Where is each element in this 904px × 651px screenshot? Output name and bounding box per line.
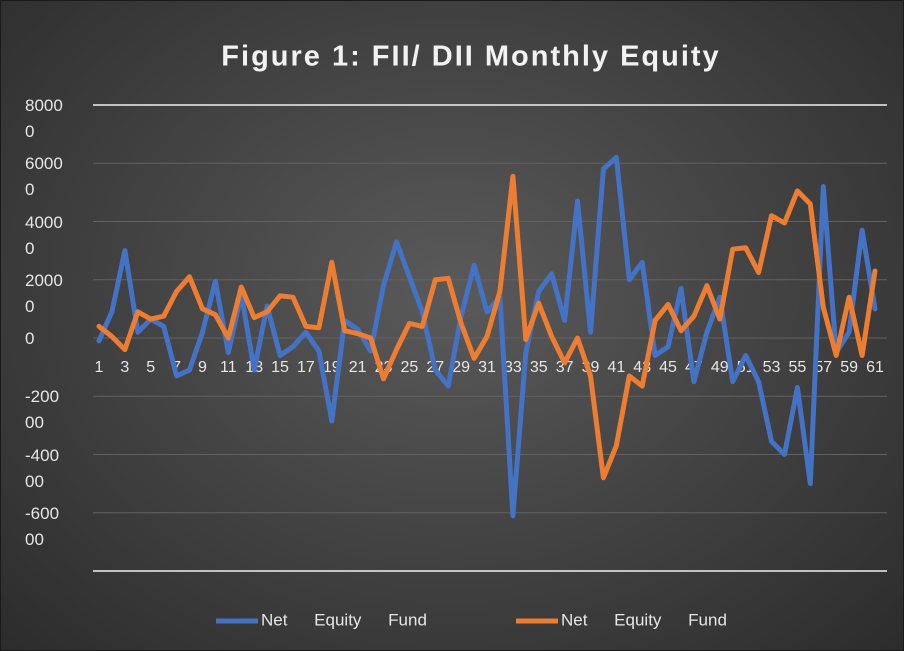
- y-tick-label: 20000: [25, 270, 63, 316]
- x-tick-label: 37: [556, 359, 574, 376]
- series-line: [96, 154, 878, 519]
- x-tick-label: 33: [504, 359, 522, 376]
- x-tick-label: 49: [711, 359, 729, 376]
- x-tick-label: 61: [866, 359, 884, 376]
- x-tick-label: 21: [349, 359, 367, 376]
- y-tick-label: -40000: [25, 445, 60, 491]
- x-tick-label: 1: [95, 359, 104, 376]
- y-tick-label: 40000: [25, 212, 63, 258]
- series-line: [96, 173, 878, 481]
- x-tick-label: 25: [401, 359, 419, 376]
- y-tick-label: -20000: [25, 387, 60, 433]
- x-tick-label: 59: [840, 359, 858, 376]
- x-tick-label: 3: [120, 359, 129, 376]
- x-tick-label: 53: [763, 359, 781, 376]
- x-tick-label: 35: [530, 359, 548, 376]
- x-tick-label: 9: [198, 359, 207, 376]
- legend-label: Net Equity Fund: [561, 610, 727, 629]
- chart-title: Figure 1: FII/ DII Monthly Equity: [221, 41, 720, 73]
- y-tick-label: 60000: [25, 154, 63, 200]
- y-tick-label: 0: [25, 329, 35, 348]
- x-tick-label: 31: [478, 359, 496, 376]
- x-tick-label: 5: [146, 359, 155, 376]
- legend-label: Net Equity Fund: [261, 610, 427, 629]
- x-tick-label: 55: [789, 359, 807, 376]
- x-tick-label: 45: [659, 359, 677, 376]
- x-tick-label: 29: [452, 359, 470, 376]
- x-tick-label: 17: [297, 359, 315, 376]
- x-tick-label: 15: [271, 359, 289, 376]
- y-tick-label: 80000: [25, 96, 63, 141]
- x-tick-label: 11: [220, 359, 237, 376]
- x-tick-label: 57: [814, 359, 832, 376]
- x-tick-label: 41: [607, 359, 625, 376]
- y-tick-label: -60000: [25, 503, 60, 549]
